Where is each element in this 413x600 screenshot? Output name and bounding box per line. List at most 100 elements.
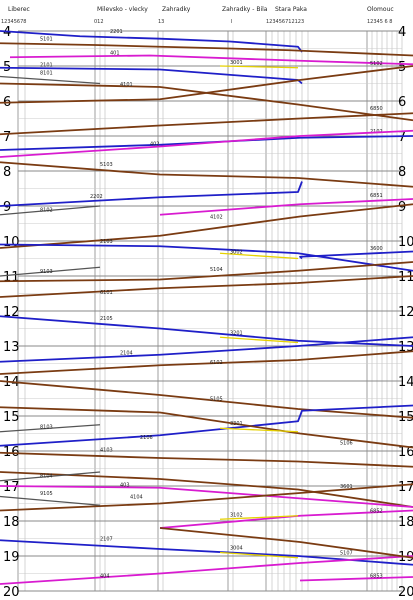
train-line-6851 [159, 198, 413, 216]
train-number-8104: 8104 [40, 474, 53, 480]
station-stara-paka: Stara Paka [275, 6, 307, 13]
train-line-5107 [159, 527, 413, 559]
train-line-3001 [219, 65, 299, 69]
train-number-3001: 3001 [230, 60, 243, 66]
train-line-3004 [219, 551, 299, 559]
train-number-4101: 4101 [120, 82, 133, 88]
train-line-3201 [219, 336, 299, 344]
train-number-8101: 8101 [40, 70, 53, 76]
train-number-6852: 6852 [370, 509, 383, 515]
station-olomouc: Olomouc [367, 6, 394, 13]
hour-label-right: 20 [398, 585, 413, 600]
train-number-2105: 2105 [100, 316, 113, 322]
train-line-6850 [0, 112, 413, 136]
train-number-2104: 2104 [120, 350, 133, 356]
train-line-3002 [219, 252, 299, 260]
train-line-8103 [0, 424, 101, 433]
hour-label-right: 8 [398, 165, 406, 180]
train-number-3601: 3601 [340, 484, 353, 490]
train-line-4101 [0, 82, 413, 122]
train-line-2101 [0, 66, 303, 85]
hour-label-left: 17 [3, 480, 20, 495]
train-number-5104: 5104 [210, 267, 223, 273]
train-number-3102: 3102 [230, 513, 243, 519]
train-number-5107: 5107 [340, 551, 353, 557]
train-number-6850: 6850 [370, 106, 383, 112]
hour-label-right: 10 [398, 235, 413, 250]
track-ticks-zahradky-bila: I [231, 19, 233, 25]
train-number-402: 402 [150, 142, 160, 148]
hour-label-left: 19 [3, 550, 20, 565]
train-number-8102: 8102 [40, 208, 53, 214]
hour-label-right: 6 [398, 95, 406, 110]
train-line-3102 [219, 515, 299, 520]
train-line-3600 [299, 250, 413, 260]
train-line-2106 [0, 404, 413, 447]
hour-label-right: 9 [398, 200, 406, 215]
train-line-403 [0, 485, 413, 508]
station-zahradky-bila: Zahradky - Bila [222, 6, 268, 13]
hour-label-right: 7 [398, 130, 406, 145]
train-number-5101: 5101 [40, 37, 53, 43]
train-line-404 [0, 555, 413, 585]
train-number-4104: 4104 [130, 495, 143, 501]
train-number-3002: 3002 [230, 250, 243, 256]
train-number-8103: 8103 [40, 425, 53, 431]
train-line-4103 [0, 451, 413, 468]
train-line-4104 [0, 483, 413, 512]
track-ticks-zahradky: 13 [158, 19, 165, 25]
station-zahradky: Zahradky [162, 6, 191, 13]
train-number-2106: 2106 [140, 435, 153, 441]
hour-label-right: 4 [398, 25, 406, 40]
station-header: Liberec Milevsko - vlecky Zahradky Zahra… [0, 0, 413, 30]
train-line-402 [0, 129, 413, 158]
train-number-3600: 3600 [370, 246, 383, 252]
train-line-6852 [159, 509, 413, 529]
train-line-2104 [0, 336, 413, 363]
train-line-6102 [0, 350, 413, 375]
station-liberec: Liberec [8, 6, 30, 13]
hour-label-left: 13 [3, 340, 20, 355]
train-number-2201: 2201 [110, 29, 123, 35]
train-number-5103: 5103 [100, 162, 113, 168]
train-number-5102: 5102 [370, 61, 383, 67]
train-line-8102 [0, 205, 101, 216]
hour-label-left: 4 [3, 25, 11, 40]
track-ticks-liberec: 12345678 [1, 19, 27, 25]
train-line-9105 [0, 495, 101, 506]
train-number-6853: 6853 [370, 573, 383, 579]
train-number-6102: 6102 [210, 360, 223, 366]
train-number-3201: 3201 [230, 331, 243, 337]
train-line-5105 [0, 380, 413, 419]
train-number-2202: 2202 [90, 194, 103, 200]
hour-label-left: 8 [3, 165, 11, 180]
train-line-5103 [0, 161, 413, 188]
track-ticks-stara-paka: 123456712123 [266, 19, 305, 25]
train-line-4102 [0, 203, 413, 249]
train-line-6853 [299, 576, 413, 582]
train-number-9103: 9103 [40, 269, 53, 275]
hour-label-left: 20 [3, 585, 20, 600]
hour-label-right: 16 [398, 445, 413, 460]
train-number-4103: 4103 [100, 447, 113, 453]
hour-label-left: 9 [3, 200, 11, 215]
hour-label-left: 18 [3, 515, 20, 530]
hour-label-right: 12 [398, 305, 413, 320]
train-line-2202 [0, 181, 303, 207]
train-number-5105: 5105 [210, 397, 223, 403]
train-line-8101 [0, 75, 101, 85]
hour-label-left: 11 [3, 270, 20, 285]
train-number-401: 401 [110, 51, 120, 57]
train-line-3301 [219, 427, 299, 433]
train-line-2105 [0, 315, 413, 347]
train-line-5104 [0, 261, 413, 283]
train-number-3301: 3301 [230, 421, 243, 427]
station-milevsko-vlecky: Milevsko - vlecky [97, 6, 148, 13]
train-number-403: 403 [120, 482, 130, 488]
hour-label-right: 11 [398, 270, 413, 285]
train-number-6851: 6851 [370, 193, 383, 199]
hour-label-right: 18 [398, 515, 413, 530]
train-number-5106: 5106 [340, 440, 353, 446]
track-ticks-milevsko: 012 [94, 19, 104, 25]
